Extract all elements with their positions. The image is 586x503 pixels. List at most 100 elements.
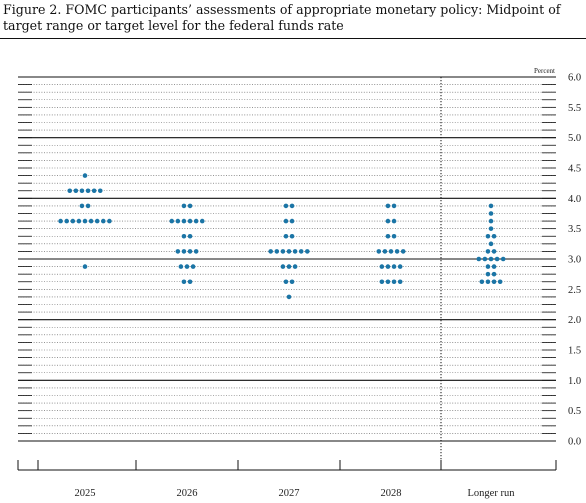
dot-point [85, 188, 91, 194]
dot-point [79, 203, 85, 209]
dot-point [283, 233, 289, 239]
dot-point [385, 218, 391, 224]
dot-point [193, 218, 199, 224]
y-tick-label: 6.0 [568, 73, 581, 84]
dot-point [88, 218, 94, 224]
y-tick-label: 2.5 [568, 285, 581, 296]
dot-point [397, 279, 403, 285]
dot-point [391, 218, 397, 224]
dot-point [385, 203, 391, 209]
dot-point [376, 249, 382, 254]
dot-point [187, 249, 193, 254]
dot-point [289, 233, 295, 239]
dot-point [482, 256, 488, 262]
dot-point [488, 256, 494, 262]
dot-point [67, 188, 73, 194]
x-tick-label: Longer run [468, 488, 516, 499]
dot-point [268, 249, 274, 254]
dot-point [491, 249, 497, 254]
dot-point [175, 249, 181, 254]
dot-point [70, 218, 76, 224]
y-tick-label: 0.0 [568, 437, 581, 448]
x-tick-label: 2028 [381, 488, 402, 499]
dot-point [491, 233, 497, 239]
dot-point [488, 218, 494, 224]
dot-point [385, 279, 391, 285]
dot-point [181, 218, 187, 224]
y-tick-label: 3.0 [568, 255, 581, 266]
dot-point [193, 249, 199, 254]
dot-point [479, 279, 485, 285]
y-tick-label: 1.0 [568, 376, 581, 387]
dot-point [79, 188, 85, 194]
dot-point [286, 249, 292, 254]
y-tick-label: 5.0 [568, 133, 581, 144]
dot-point [184, 264, 190, 269]
dot-point [178, 264, 184, 269]
dot-point [175, 218, 181, 224]
dot-point [91, 188, 97, 194]
title-rule [0, 38, 586, 39]
figure-title: Figure 2. FOMC participants’ assessments… [3, 2, 561, 33]
dot-point [485, 249, 491, 254]
dot-point [289, 218, 295, 224]
dot-point [488, 226, 494, 231]
dot-point [500, 256, 506, 262]
dot-point [199, 218, 205, 224]
dot-point [181, 233, 187, 239]
x-tick-label: 2026 [177, 488, 198, 499]
dot-point [82, 173, 88, 178]
dot-point [280, 264, 286, 269]
y-tick-label: 3.5 [568, 224, 581, 235]
dot-point [476, 256, 482, 262]
dot-point [485, 233, 491, 239]
dot-point [491, 271, 497, 277]
y-tick-label: 4.0 [568, 194, 581, 205]
dot-point [391, 233, 397, 239]
dot-point [494, 256, 500, 262]
dot-point [283, 279, 289, 285]
dot-point [187, 233, 193, 239]
dot-point [385, 264, 391, 269]
y-tick-label: 2.0 [568, 315, 581, 326]
dot-point [497, 279, 503, 285]
dot-point [391, 264, 397, 269]
dot-point [488, 203, 494, 209]
dot-point [488, 211, 494, 216]
unit-label: Percent [534, 67, 555, 75]
dot-point [283, 218, 289, 224]
dot-point [485, 271, 491, 277]
gridlines [18, 76, 556, 442]
dot-point [382, 249, 388, 254]
dot-point [280, 249, 286, 254]
y-tick-label: 5.5 [568, 103, 581, 114]
dot-point [187, 218, 193, 224]
dot-point [298, 249, 304, 254]
y-tick-label: 0.5 [568, 406, 581, 417]
y-tick-label: 1.5 [568, 346, 581, 357]
dot-point [181, 279, 187, 285]
y-tick-label: 4.5 [568, 164, 581, 175]
dot-point [391, 279, 397, 285]
dot-point [181, 249, 187, 254]
dot-point [394, 249, 400, 254]
dot-point [391, 203, 397, 209]
dot-point [283, 203, 289, 209]
dot-point [379, 264, 385, 269]
dots [58, 173, 506, 300]
dot-point [485, 264, 491, 269]
dot-point [85, 203, 91, 209]
dot-point [292, 249, 298, 254]
dot-point [76, 218, 82, 224]
dot-point [305, 249, 310, 254]
dot-point [385, 233, 391, 239]
dot-point [388, 249, 394, 254]
dot-point [190, 264, 196, 269]
dot-point [488, 241, 494, 247]
labels: 0.0 0.5 1.0 1.5 2.0 2.5 3.0 3.5 4.0 4.5 5.0 5.5 6.0 P… [75, 67, 582, 499]
dot-point [292, 264, 298, 269]
dot-point [491, 279, 497, 285]
dot-point [181, 203, 187, 209]
dot-point [94, 218, 100, 224]
dot-point [286, 264, 292, 269]
